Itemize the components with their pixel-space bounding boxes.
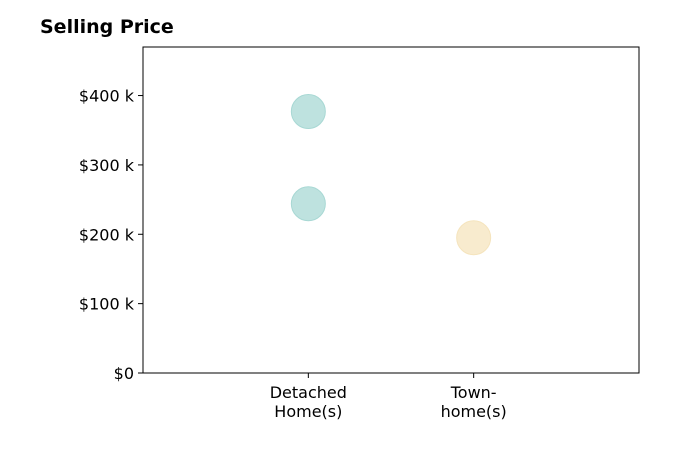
x-tick-label: Detached Home(s) bbox=[270, 383, 347, 421]
y-tick-label: $400 k bbox=[79, 87, 135, 106]
data-point bbox=[456, 220, 492, 256]
y-axis: $0 $100 k $200 k $300 k $400 k bbox=[79, 87, 143, 383]
chart-title: Selling Price bbox=[40, 16, 174, 38]
y-tick-label: $100 k bbox=[79, 295, 135, 314]
data-points bbox=[290, 94, 492, 256]
plot-frame bbox=[142, 46, 640, 374]
x-axis: Detached Home(s) Town-home(s) bbox=[270, 373, 507, 421]
y-tick-label: $200 k bbox=[79, 225, 135, 244]
y-tick-label: $300 k bbox=[79, 156, 135, 175]
x-tick-label: Town-home(s) bbox=[441, 383, 507, 421]
data-point bbox=[290, 186, 326, 222]
data-point bbox=[290, 94, 326, 130]
y-tick-label: $0 bbox=[114, 364, 134, 383]
